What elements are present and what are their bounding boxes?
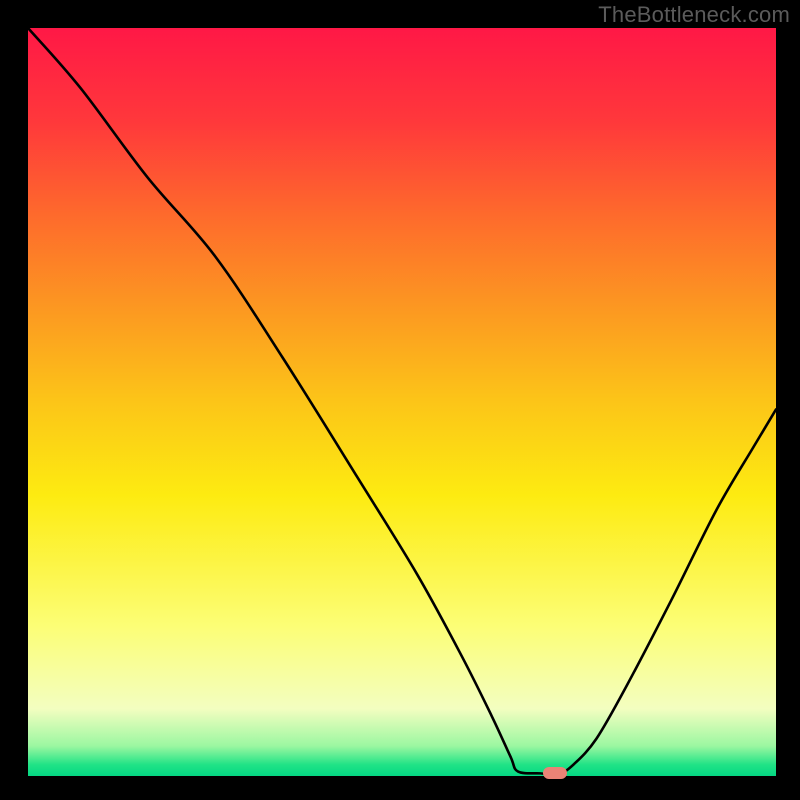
curve-overlay	[0, 0, 800, 800]
optimal-marker	[543, 767, 567, 779]
chart-canvas: TheBottleneck.com	[0, 0, 800, 800]
bottleneck-curve	[28, 28, 776, 774]
